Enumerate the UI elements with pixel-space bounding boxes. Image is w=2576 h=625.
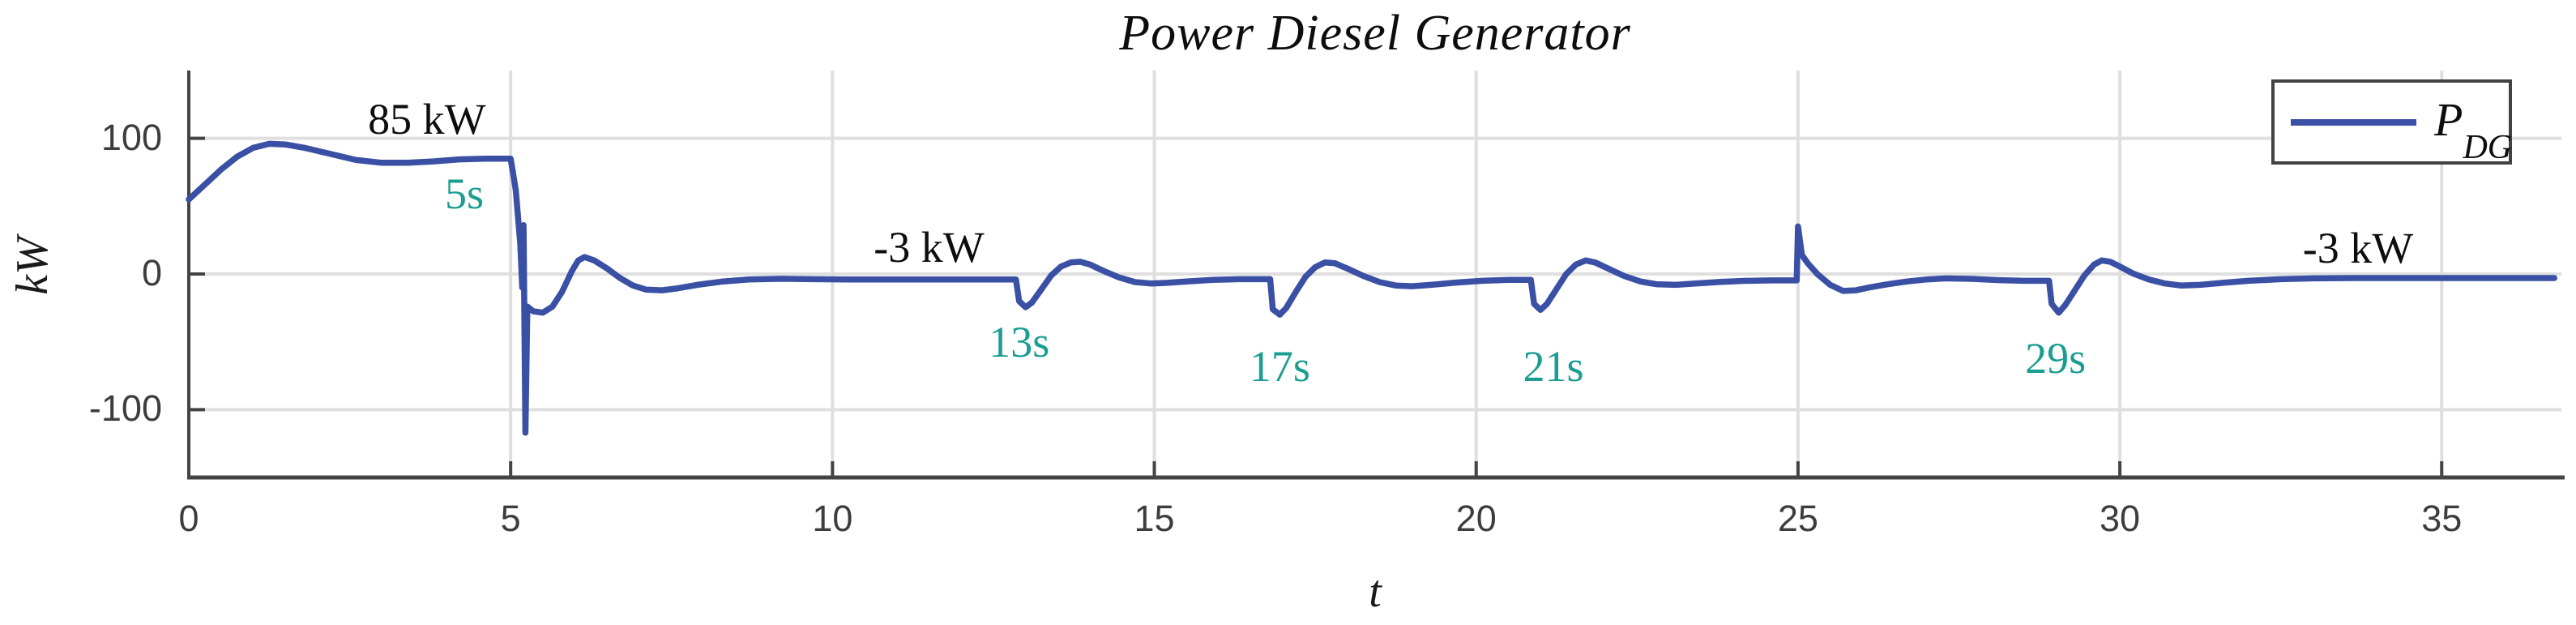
chart-annotation: 5s	[444, 169, 484, 219]
x-tick-label: 30	[2100, 498, 2141, 539]
legend-line-sample	[2291, 118, 2416, 126]
chart-annotation: -3 kW	[874, 222, 985, 272]
legend-label: PDG	[2434, 93, 2512, 165]
legend: PDG	[2271, 79, 2512, 165]
x-tick-label: 10	[812, 498, 853, 539]
chart-annotation: 85 kW	[368, 95, 486, 144]
legend-label-subscript: DG	[2463, 129, 2513, 166]
y-tick-label: 0	[141, 252, 162, 293]
curve-p_dg	[186, 140, 2558, 436]
chart-annotation: 21s	[1523, 341, 1584, 391]
x-tick-label: 35	[2421, 498, 2463, 539]
x-tick-label: 5	[500, 498, 521, 539]
y-tick-label: -100	[88, 387, 162, 430]
y-tick-label: 100	[100, 116, 162, 158]
chart-annotation: 29s	[2025, 333, 2087, 383]
x-tick-label: 15	[1134, 498, 1175, 539]
x-tick-label: 20	[1455, 498, 1497, 539]
x-tick-label: 0	[178, 498, 199, 539]
chart-annotation: 17s	[1249, 341, 1310, 391]
legend-label-main: P	[2434, 93, 2463, 146]
chart-title: Power Diesel Generator	[1119, 6, 1631, 61]
x-axis-label: t	[1369, 567, 1382, 617]
x-tick-label: 25	[1777, 498, 1818, 539]
chart-annotation: -3 kW	[2302, 224, 2414, 273]
chart-annotation: 13s	[989, 317, 1050, 366]
